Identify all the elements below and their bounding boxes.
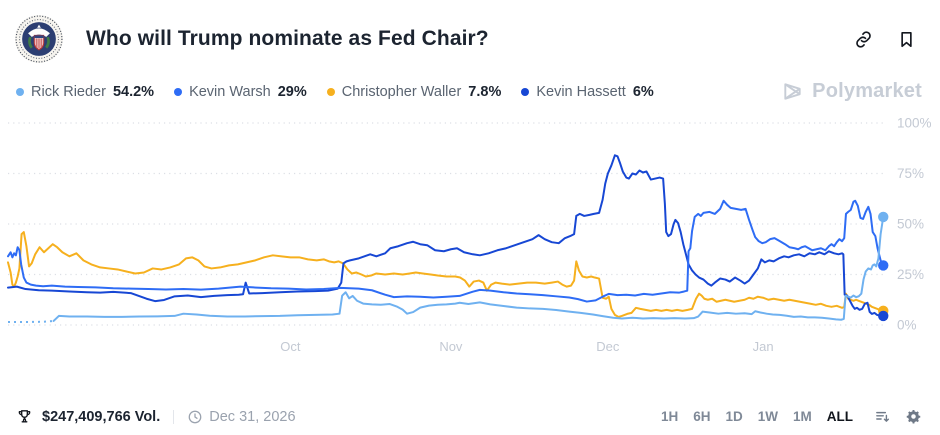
divider	[173, 409, 175, 424]
timeframe-buttons: 1H 6H 1D 1W 1M ALL	[661, 409, 853, 424]
polymarket-logo-icon	[784, 83, 801, 100]
legend-dot	[174, 87, 183, 96]
legend-outcome-pct: 7.8%	[468, 83, 502, 100]
chart-area[interactable]: 0% 25% 50% 75% 100% Oct Nov Dec Jan	[0, 105, 940, 367]
x-axis-label: Dec	[596, 339, 620, 354]
y-axis-label: 50%	[897, 217, 924, 232]
legend-item-christopher-waller[interactable]: Christopher Waller 7.8%	[326, 83, 502, 100]
legend-item-kevin-warsh[interactable]: Kevin Warsh 29%	[174, 84, 307, 100]
timeframe-1w[interactable]: 1W	[757, 409, 778, 424]
footer: $247,409,766 Vol. Dec 31, 2026 1H 6H 1D 1W 1…	[0, 408, 940, 425]
series-end-dot-kevin-warsh	[878, 260, 889, 271]
timeframe-all[interactable]: ALL	[826, 409, 853, 424]
series-line-kevin-warsh	[7, 199, 885, 303]
fed-seal-logo	[15, 15, 63, 63]
header: Who will Trump nominate as Fed Chair?	[0, 0, 940, 64]
polymarket-watermark: Polymarket	[781, 80, 922, 103]
settings-gear-icon[interactable]	[905, 408, 922, 425]
x-axis-label: Jan	[753, 339, 774, 354]
watermark-label: Polymarket	[812, 80, 922, 102]
timeframe-6h[interactable]: 6H	[693, 409, 711, 424]
clock-icon	[188, 410, 202, 423]
legend-outcome-pct: 29%	[277, 83, 307, 100]
bookmark-icon[interactable]	[897, 30, 916, 49]
series-end-dot-kevin-hassett	[878, 310, 889, 322]
volume-text: $247,409,766 Vol.	[42, 408, 161, 425]
legend-outcome-name: Kevin Hassett	[536, 83, 626, 100]
y-axis-label: 25%	[897, 267, 924, 282]
series-line-kevin-hassett	[7, 154, 885, 317]
timeframe-1h[interactable]: 1H	[660, 409, 679, 424]
y-axis-label: 75%	[897, 166, 924, 181]
probability-chart: 0% 25% 50% 75% 100% Oct Nov Dec Jan	[7, 116, 932, 354]
legend-item-rick-rieder[interactable]: Rick Rieder 54.2%	[16, 84, 154, 100]
order-list-icon[interactable]	[874, 408, 891, 425]
timeframe-1d[interactable]: 1D	[725, 409, 743, 424]
legend: Rick Rieder 54.2% Kevin Warsh 29% Christophe…	[16, 84, 781, 100]
link-icon[interactable]	[854, 30, 873, 49]
trophy-icon	[16, 408, 33, 425]
legend-dot	[16, 87, 24, 96]
y-axis-label: 0%	[897, 318, 917, 333]
timeframe-group: 1H 6H 1D 1W 1M ALL	[661, 408, 922, 425]
legend-outcome-name: Rick Rieder	[31, 83, 106, 100]
legend-dot	[521, 87, 530, 96]
timeframe-1m[interactable]: 1M	[792, 409, 812, 424]
legend-item-kevin-hassett[interactable]: Kevin Hassett 6%	[521, 83, 654, 100]
x-axis-label: Oct	[280, 339, 301, 354]
series-lead-rick-rieder	[8, 319, 54, 323]
y-axis-label: 100%	[897, 116, 932, 131]
x-axis-label: Nov	[439, 339, 463, 354]
series-line-rick-rieder	[52, 215, 885, 322]
series-line-christopher-waller	[7, 231, 885, 318]
end-date: Dec 31, 2026	[209, 408, 296, 425]
legend-outcome-name: Kevin Warsh	[189, 83, 271, 100]
legend-outcome-pct: 54.2%	[112, 83, 155, 100]
page-title: Who will Trump nominate as Fed Chair?	[86, 27, 489, 50]
legend-dot	[326, 87, 335, 96]
legend-outcome-name: Christopher Waller	[341, 83, 462, 100]
series-end-dot-rick-rieder	[878, 211, 889, 223]
legend-outcome-pct: 6%	[632, 83, 654, 100]
legend-row: Rick Rieder 54.2% Kevin Warsh 29% Christophe…	[0, 64, 940, 103]
